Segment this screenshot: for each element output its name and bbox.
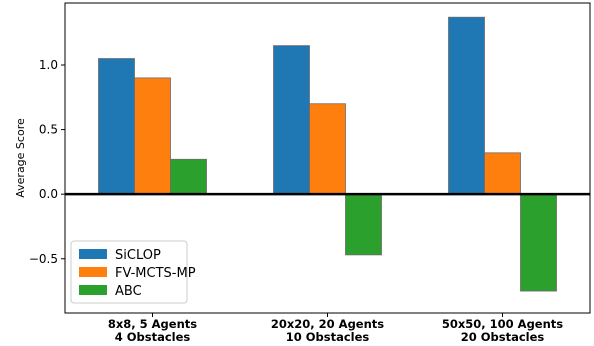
legend-swatch-fv-mcts-mp bbox=[79, 267, 107, 277]
y-axis-title: Average Score bbox=[14, 118, 27, 198]
x-tick-label: 20x20, 20 Agents bbox=[271, 317, 384, 331]
bar-siclop-cat-3 bbox=[448, 16, 485, 195]
x-tick-label: 20 Obstacles bbox=[461, 330, 545, 344]
bar-abc-cat-3 bbox=[520, 193, 557, 292]
bar-abc-cat-1 bbox=[170, 158, 207, 195]
bar-fv-mcts-mp-cat-2 bbox=[309, 103, 346, 195]
y-tick-label: 0.0 bbox=[39, 187, 58, 201]
legend-swatch-siclop bbox=[79, 249, 107, 259]
bar-fv-mcts-mp-cat-3 bbox=[484, 152, 521, 195]
x-tick-label: 50x50, 100 Agents bbox=[442, 317, 563, 331]
legend-label-abc: ABC bbox=[115, 284, 142, 299]
legend: SiCLOP FV-MCTS-MP ABC bbox=[70, 240, 196, 304]
legend-swatch-abc bbox=[79, 285, 107, 295]
x-tick-label: 10 Obstacles bbox=[286, 330, 370, 344]
bar-fv-mcts-mp-cat-1 bbox=[134, 77, 171, 195]
legend-label-fv-mcts-mp: FV-MCTS-MP bbox=[115, 266, 196, 281]
bars-group bbox=[98, 16, 557, 292]
legend-label-siclop: SiCLOP bbox=[115, 248, 161, 263]
bar-abc-cat-2 bbox=[345, 193, 382, 256]
bar-siclop-cat-1 bbox=[98, 58, 135, 195]
x-tick-label: 4 Obstacles bbox=[115, 330, 191, 344]
y-axis: −0.5 0.0 0.5 1.0 bbox=[29, 58, 65, 266]
bar-siclop-cat-2 bbox=[273, 45, 310, 195]
x-tick-label: 8x8, 5 Agents bbox=[108, 317, 197, 331]
y-tick-label: 0.5 bbox=[39, 123, 58, 137]
y-tick-label: −0.5 bbox=[29, 252, 58, 266]
y-tick-label: 1.0 bbox=[39, 58, 58, 72]
